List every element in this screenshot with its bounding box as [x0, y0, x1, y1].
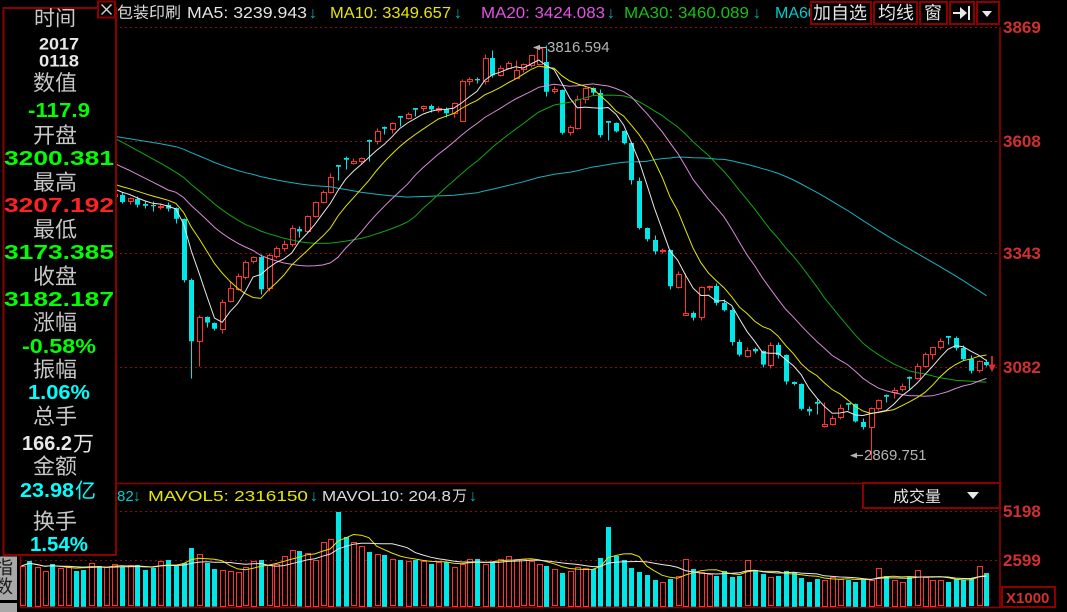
svg-text:3343: 3343 — [1003, 244, 1041, 263]
svg-text:82: 82 — [117, 488, 134, 505]
svg-text:3200.381: 3200.381 — [4, 148, 114, 170]
svg-text:2017: 2017 — [39, 35, 79, 54]
svg-text:1.54%: 1.54% — [30, 534, 88, 556]
svg-text:MAVOL5: 2316150: MAVOL5: 2316150 — [148, 488, 308, 505]
svg-text:↓: ↓ — [454, 5, 462, 22]
svg-text:↓: ↓ — [469, 488, 477, 505]
svg-text:MAVOL10: 204.8: MAVOL10: 204.8 — [322, 488, 451, 505]
svg-text:-117.9: -117.9 — [28, 100, 90, 122]
svg-text:1.06%: 1.06% — [28, 382, 90, 404]
svg-text:3173.385: 3173.385 — [4, 242, 114, 264]
svg-text:MA20: 3424.083: MA20: 3424.083 — [481, 5, 605, 22]
svg-text:23.98: 23.98 — [20, 480, 74, 502]
svg-text:↓: ↓ — [133, 488, 141, 505]
svg-text:-0.58%: -0.58% — [22, 336, 96, 358]
svg-text:3207.192: 3207.192 — [4, 195, 114, 217]
svg-text:3082: 3082 — [1003, 358, 1041, 377]
svg-text:0118: 0118 — [39, 52, 79, 71]
svg-text:X1000: X1000 — [1006, 590, 1049, 607]
svg-text:MA10: 3349.657: MA10: 3349.657 — [330, 5, 451, 22]
svg-text:↓: ↓ — [607, 5, 615, 22]
svg-text:5198: 5198 — [1003, 502, 1041, 521]
svg-text:3182.187: 3182.187 — [4, 289, 114, 311]
svg-text:3869: 3869 — [1003, 18, 1041, 37]
svg-text:3816.594: 3816.594 — [547, 39, 610, 56]
svg-text:3608: 3608 — [1003, 132, 1041, 151]
svg-text:2599: 2599 — [1003, 551, 1041, 570]
svg-text:↓: ↓ — [309, 5, 317, 22]
svg-text:↓: ↓ — [753, 5, 761, 22]
svg-text:↓: ↓ — [310, 488, 318, 505]
svg-text:166.2: 166.2 — [22, 433, 72, 455]
svg-text:MA5: 3239.943: MA5: 3239.943 — [187, 5, 307, 22]
svg-text:2869.751: 2869.751 — [864, 447, 927, 464]
svg-text:MA30: 3460.089: MA30: 3460.089 — [624, 5, 749, 22]
